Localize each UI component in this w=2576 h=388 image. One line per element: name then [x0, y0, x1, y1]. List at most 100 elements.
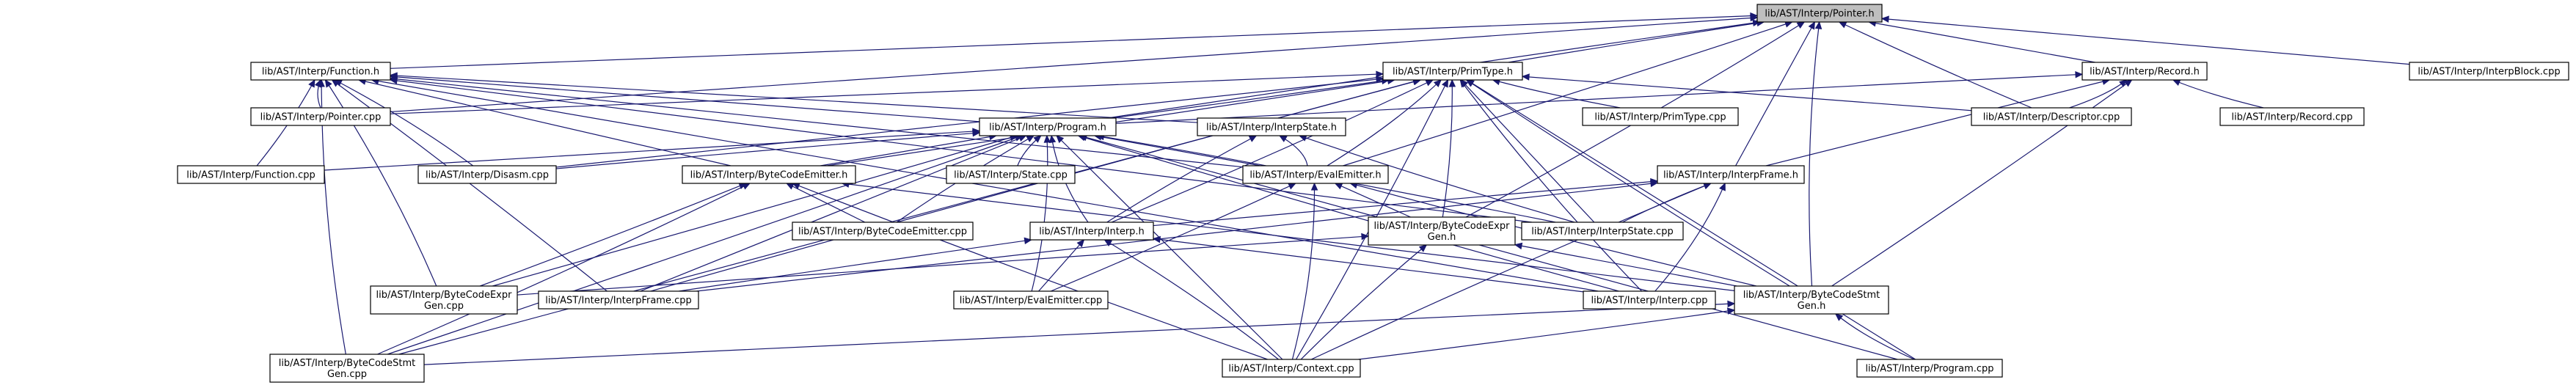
- node-label: lib/AST/Interp/ByteCodeEmitter.cpp: [798, 227, 967, 238]
- node-interp-cpp[interactable]: lib/AST/Interp/Interp.cpp: [1583, 290, 1716, 310]
- edge-bytecodeexprgen_cpp-to-function_h: [324, 78, 437, 287]
- node-label: lib/AST/Interp/Descriptor.cpp: [1983, 112, 2120, 123]
- node-interpframe-h[interactable]: lib/AST/Interp/InterpFrame.h: [1657, 165, 1805, 184]
- node-label: lib/AST/Interp/InterpState.cpp: [1531, 227, 1673, 238]
- node-box: [1734, 285, 1889, 315]
- node-label: lib/AST/Interp/State.cpp: [954, 170, 1068, 181]
- node-record-cpp[interactable]: lib/AST/Interp/Record.cpp: [2219, 107, 2365, 126]
- node-interpblock-cpp[interactable]: lib/AST/Interp/InterpBlock.cpp: [2409, 62, 2569, 81]
- node-interpstate-cpp[interactable]: lib/AST/Interp/InterpState.cpp: [1521, 222, 1684, 241]
- node-bytecodeemitter-h[interactable]: lib/AST/Interp/ByteCodeEmitter.h: [682, 165, 856, 184]
- edge-descriptor_cpp-to-primtype_h: [1521, 73, 1972, 111]
- node-box: [538, 290, 699, 310]
- node-box: [1582, 107, 1739, 126]
- node-box: [1583, 290, 1716, 310]
- node-box: [1197, 117, 1346, 136]
- node-label: Gen.cpp: [424, 301, 464, 312]
- node-pointer-cpp[interactable]: lib/AST/Interp/Pointer.cpp: [250, 107, 391, 126]
- edge-interp_cpp-to-interpframe_h: [1654, 182, 1726, 292]
- edge-interpframe_cpp-to-interp_h: [679, 237, 1032, 292]
- node-record-h[interactable]: lib/AST/Interp/Record.h: [2081, 62, 2208, 81]
- edge-context_cpp-to-bytecodestmtgen_h: [1358, 307, 1736, 360]
- node-label: Gen.cpp: [327, 369, 367, 380]
- edge-program_h-to-function_h: [389, 73, 980, 122]
- node-box: [1368, 216, 1516, 246]
- node-label: Gen.h: [1798, 301, 1826, 312]
- edge-disasm_cpp-to-program_h: [555, 129, 981, 169]
- edge-interp_cpp-to-interp_h: [1152, 235, 1584, 293]
- node-box: [2081, 62, 2208, 81]
- node-primtype-cpp[interactable]: lib/AST/Interp/PrimType.cpp: [1582, 107, 1739, 126]
- node-layer: lib/AST/Interp/Pointer.h lib/AST/Interp/F…: [177, 4, 2569, 383]
- node-label: lib/AST/Interp/Pointer.cpp: [260, 112, 382, 123]
- edge-bytecodeexprgen_cpp-to-bytecodeemitter_h: [480, 183, 748, 287]
- node-box: [417, 165, 557, 184]
- node-interp-h[interactable]: lib/AST/Interp/Interp.h: [1029, 222, 1154, 241]
- node-label: lib/AST/Interp/ByteCodeExpr: [376, 290, 513, 301]
- node-bytecodeemitter-cpp[interactable]: lib/AST/Interp/ByteCodeEmitter.cpp: [792, 222, 974, 241]
- node-box: [1657, 165, 1805, 184]
- edge-function_h-to-pointer_h: [390, 12, 1759, 69]
- edge-record_h-to-pointer_h: [1868, 19, 2095, 63]
- edge-evalemitter_cpp-to-interp_h: [1038, 239, 1085, 292]
- node-primtype-h[interactable]: lib/AST/Interp/PrimType.h: [1382, 62, 1523, 81]
- edge-evalemitter_cpp-to-program_h: [1031, 134, 1051, 292]
- node-label: Gen.h: [1428, 232, 1456, 243]
- edge-record_cpp-to-record_h: [2172, 79, 2264, 109]
- node-program-cpp[interactable]: lib/AST/Interp/Program.cpp: [1856, 359, 2003, 378]
- node-interpstate-h[interactable]: lib/AST/Interp/InterpState.h: [1197, 117, 1346, 136]
- node-box: [370, 285, 518, 315]
- node-label: lib/AST/Interp/ByteCodeExpr: [1374, 221, 1511, 232]
- node-label: lib/AST/Interp/InterpFrame.h: [1663, 170, 1798, 181]
- node-program-h[interactable]: lib/AST/Interp/Program.h: [979, 117, 1117, 136]
- edge-interpframe_h-to-pointer_h: [1735, 21, 1815, 166]
- edge-bytecodestmtgen_cpp-to-bytecodeemitter_h: [377, 183, 751, 355]
- edge-state_cpp-to-program_h: [1017, 135, 1042, 166]
- node-function-h[interactable]: lib/AST/Interp/Function.h: [250, 62, 391, 81]
- node-label: lib/AST/Interp/ByteCodeEmitter.h: [690, 170, 848, 181]
- node-pointer-h[interactable]: lib/AST/Interp/Pointer.h: [1756, 4, 1883, 23]
- node-evalemitter-cpp[interactable]: lib/AST/Interp/EvalEmitter.cpp: [953, 290, 1109, 310]
- edge-bytecodeexprgen_h-to-primtype_h: [1442, 78, 1456, 218]
- node-interpframe-cpp[interactable]: lib/AST/Interp/InterpFrame.cpp: [538, 290, 699, 310]
- node-state-cpp[interactable]: lib/AST/Interp/State.cpp: [946, 165, 1076, 184]
- node-box: [250, 62, 391, 81]
- node-label: lib/AST/Interp/Disasm.cpp: [426, 170, 549, 181]
- edge-context_cpp-to-bytecodeexprgen_h: [1300, 244, 1428, 360]
- node-descriptor-cpp[interactable]: lib/AST/Interp/Descriptor.cpp: [1971, 107, 2132, 126]
- edge-context_cpp-to-evalemitter_h: [1291, 182, 1318, 360]
- edge-program_h-to-record_h: [1115, 71, 2084, 124]
- node-label: lib/AST/Interp/Record.cpp: [2231, 112, 2352, 123]
- edge-descriptor_cpp-to-pointer_h: [1838, 21, 2032, 109]
- node-label: lib/AST/Interp/PrimType.cpp: [1594, 112, 1726, 123]
- node-label: lib/AST/Interp/Program.cpp: [1865, 364, 1993, 375]
- node-context-cpp[interactable]: lib/AST/Interp/Context.cpp: [1222, 359, 1361, 378]
- node-label: lib/AST/Interp/Interp.cpp: [1591, 296, 1707, 307]
- node-label: lib/AST/Interp/Function.h: [262, 67, 379, 78]
- node-box: [1971, 107, 2132, 126]
- node-box: [1029, 222, 1154, 241]
- node-function-cpp[interactable]: lib/AST/Interp/Function.cpp: [177, 165, 325, 184]
- edge-pointer_cpp-to-primtype_h: [390, 70, 1384, 114]
- edge-function_cpp-to-program_h: [324, 128, 981, 171]
- node-label: lib/AST/Interp/Function.cpp: [186, 170, 315, 181]
- node-box: [979, 117, 1117, 136]
- node-box: [1242, 165, 1389, 184]
- node-disasm-cpp[interactable]: lib/AST/Interp/Disasm.cpp: [417, 165, 557, 184]
- node-box: [953, 290, 1109, 310]
- node-box: [2409, 62, 2569, 81]
- node-label: lib/AST/Interp/Interp.h: [1039, 227, 1145, 238]
- edge-interpstate_cpp-to-function_h: [389, 77, 1532, 223]
- edge-layer: [256, 12, 2410, 365]
- node-label: lib/AST/Interp/ByteCodeStmt: [1743, 290, 1880, 301]
- node-evalemitter-h[interactable]: lib/AST/Interp/EvalEmitter.h: [1242, 165, 1389, 184]
- edge-bytecodestmtgen_h-to-bytecodeexprgen_h: [1514, 242, 1737, 287]
- edge-pointer_cpp-to-pointer_h: [390, 14, 1759, 113]
- node-label: lib/AST/Interp/EvalEmitter.cpp: [960, 296, 1103, 307]
- edge-bytecodestmtgen_cpp-to-bytecodestmtgen_h: [423, 300, 1736, 365]
